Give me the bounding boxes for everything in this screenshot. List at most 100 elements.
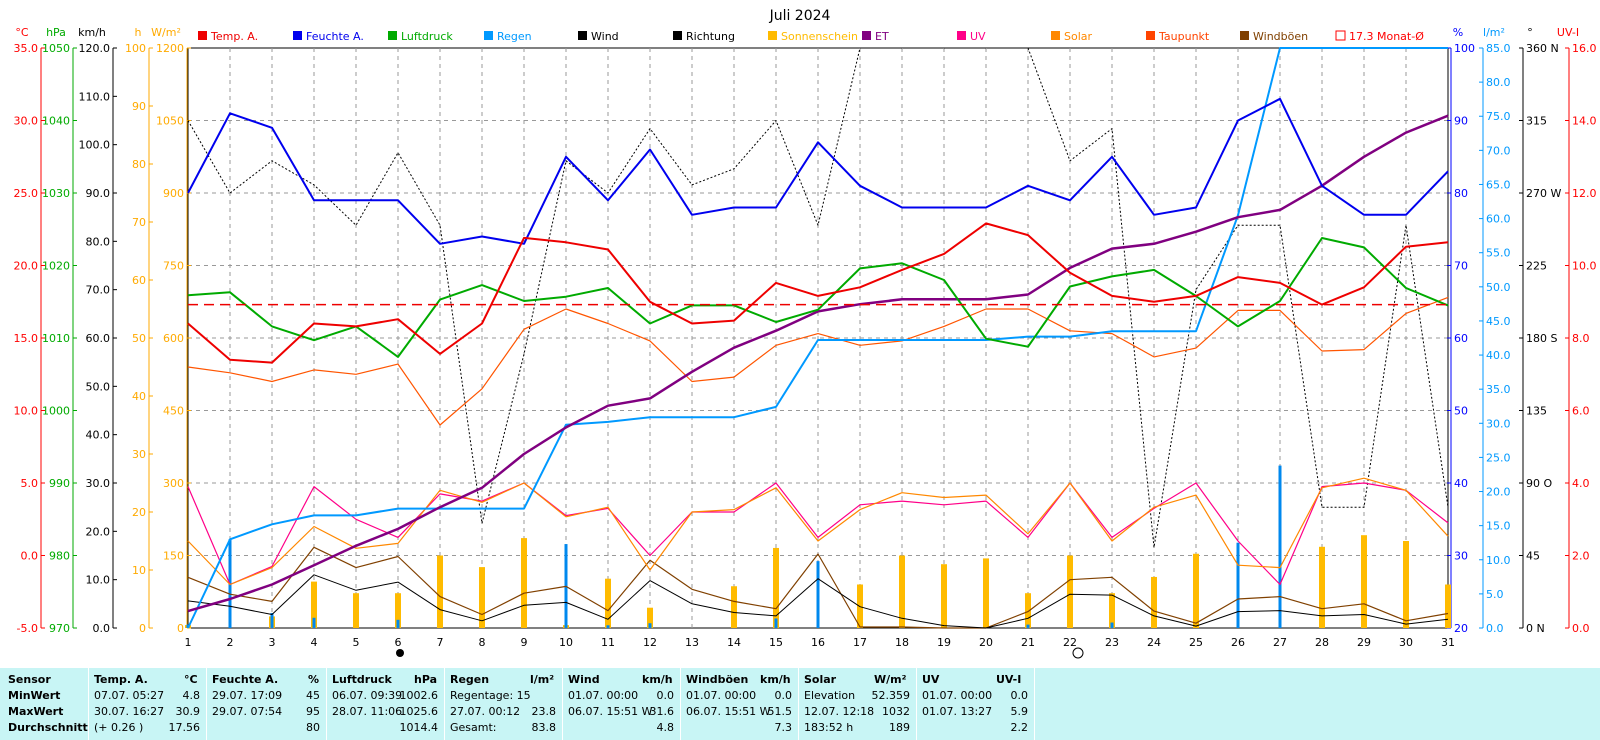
legend-swatch (1335, 30, 1346, 41)
x-tick-label: 1 (185, 636, 192, 649)
axis-tick-label: 25.0 (1486, 451, 1511, 464)
legend-swatch (673, 31, 682, 40)
axis-tick-label: 0 (177, 622, 184, 635)
axis-tick-label: 270 W (1526, 187, 1561, 200)
axis-tick-label: 70.0 (86, 284, 111, 297)
axis-tick-label: 1000 (42, 405, 70, 418)
stats-humidity-max-time: 29.07. 07:54 (212, 705, 283, 718)
solar-line (187, 477, 1449, 586)
stats-header-uv: UV (922, 673, 940, 686)
x-tick-label: 10 (559, 636, 573, 649)
rain-daily-bar (1026, 624, 1030, 628)
legend-label: Richtung (686, 30, 735, 43)
axis-tick-label: 8.0 (1572, 332, 1590, 345)
axis-tick-label: 45 (1526, 550, 1540, 563)
axis-tick-label: -5.0 (17, 622, 38, 635)
legend-swatch (198, 31, 207, 40)
legend-label: Sonnenschein (781, 30, 858, 43)
sunshine-bar (479, 567, 485, 628)
axis-tick-label: 80 (132, 158, 146, 171)
legend-label: Taupunkt (1158, 30, 1210, 43)
stats-gusts-min-time: 01.07. 00:00 (686, 689, 757, 702)
axis-tick-label: 2.0 (1572, 550, 1590, 563)
rain-daily-bar (774, 618, 778, 628)
stats-temp-trend: (+ 0.26 ) (94, 721, 144, 734)
axis-tick-label: 30.0 (1486, 417, 1511, 430)
stats-header-gusts: Windböen (686, 673, 749, 686)
sunshine-bar (941, 564, 947, 628)
stats-gusts-max-value: 51.5 (767, 705, 793, 718)
axis-tick-label: 0.0 (93, 622, 111, 635)
legend-label: Regen (497, 30, 532, 43)
axis-tick-label: 990 (49, 477, 70, 490)
stats-header-solar: Solar (804, 673, 837, 686)
sunshine-bar (1025, 593, 1031, 628)
sunshine-bar (395, 593, 401, 628)
stats-temp-max-time: 30.07. 16:27 (94, 705, 165, 718)
axis-unit-label: ° (1527, 26, 1533, 39)
axis-tick-label: 15.0 (14, 332, 39, 345)
sunshine-bar (731, 586, 737, 628)
axis-tick-label: 6.0 (1572, 405, 1590, 418)
axis-tick-label: 30 (1454, 550, 1468, 563)
stats-pressure-avg-value: 1014.4 (399, 721, 439, 734)
stats-gusts-avg-value: 7.3 (774, 721, 793, 734)
axis-tick-label: 90 (132, 100, 146, 113)
axis-tick-label: 45.0 (1486, 315, 1511, 328)
stats-rain-total-value: 83.8 (531, 721, 557, 734)
weather-chart: Juli 2024°C35.030.025.020.015.010.05.00.… (14, 8, 1597, 659)
axis-tick-label: 60.0 (86, 332, 111, 345)
legend-swatch (578, 31, 587, 40)
stats-header-rain: Regen (450, 673, 490, 686)
axis-tick-label: 60.0 (1486, 213, 1511, 226)
axis-tick-label: 40 (1454, 477, 1468, 490)
stats-wind-max-time: 06.07. 15:51 W (568, 705, 653, 718)
axis-tick-label: 5.0 (21, 477, 39, 490)
legend-label: Windböen (1253, 30, 1308, 43)
legend-label: Temp. A. (210, 30, 258, 43)
legend-swatch (957, 31, 966, 40)
sunshine-bar (437, 555, 443, 628)
axis-tick-label: 1010 (42, 332, 70, 345)
stats-solar-max-time: 12.07. 12:18 (804, 705, 875, 718)
legend-swatch (1240, 31, 1249, 40)
sunshine-bar (647, 607, 653, 628)
axis-unit-label: UV-I (1557, 26, 1579, 39)
rain-daily-bar (1110, 622, 1114, 628)
sunshine-bar (353, 593, 359, 628)
axis-tick-label: 35.0 (1486, 383, 1511, 396)
axis-tick-label: 35.0 (14, 42, 39, 55)
full-moon-icon (1072, 647, 1084, 659)
sunshine-bar (983, 558, 989, 628)
stats-uv-min-time: 01.07. 00:00 (922, 689, 993, 702)
x-tick-label: 24 (1147, 636, 1161, 649)
axis-tick-label: 30.0 (86, 477, 111, 490)
stats-label-max: MaxWert (8, 705, 64, 718)
axis-tick-label: 40.0 (86, 429, 111, 442)
stats-solar-elevation-value: 52.359 (871, 689, 911, 702)
stats-uv-min-value: 0.0 (1010, 689, 1029, 702)
axis-tick-label: 55.0 (1486, 247, 1511, 260)
axis-tick-label: 80 (1454, 187, 1468, 200)
axis-tick-label: 135 (1526, 405, 1547, 418)
wind-line (187, 574, 1449, 629)
stats-header-rain-unit: l/m² (530, 673, 555, 686)
axis-tick-label: 315 (1526, 115, 1547, 128)
x-tick-label: 29 (1357, 636, 1371, 649)
gusts-line (187, 546, 1449, 629)
axis-tick-label: 20.0 (86, 525, 111, 538)
axis-unit-label: °C (15, 26, 29, 39)
axis-tick-label: 1020 (42, 260, 70, 273)
legend-label: ET (875, 30, 889, 43)
stats-label-min: MinWert (8, 689, 61, 702)
stats-rain-max-value: 23.8 (531, 705, 557, 718)
axis-tick-label: 20 (132, 506, 146, 519)
axis-tick-label: 20 (1454, 622, 1468, 635)
axis-tick-label: 0.0 (21, 550, 39, 563)
x-tick-label: 2 (227, 636, 234, 649)
x-tick-label: 22 (1063, 636, 1077, 649)
axis-tick-label: 900 (163, 187, 184, 200)
axis-tick-label: 15.0 (1486, 520, 1511, 533)
legend-swatch (484, 31, 493, 40)
x-tick-label: 13 (685, 636, 699, 649)
